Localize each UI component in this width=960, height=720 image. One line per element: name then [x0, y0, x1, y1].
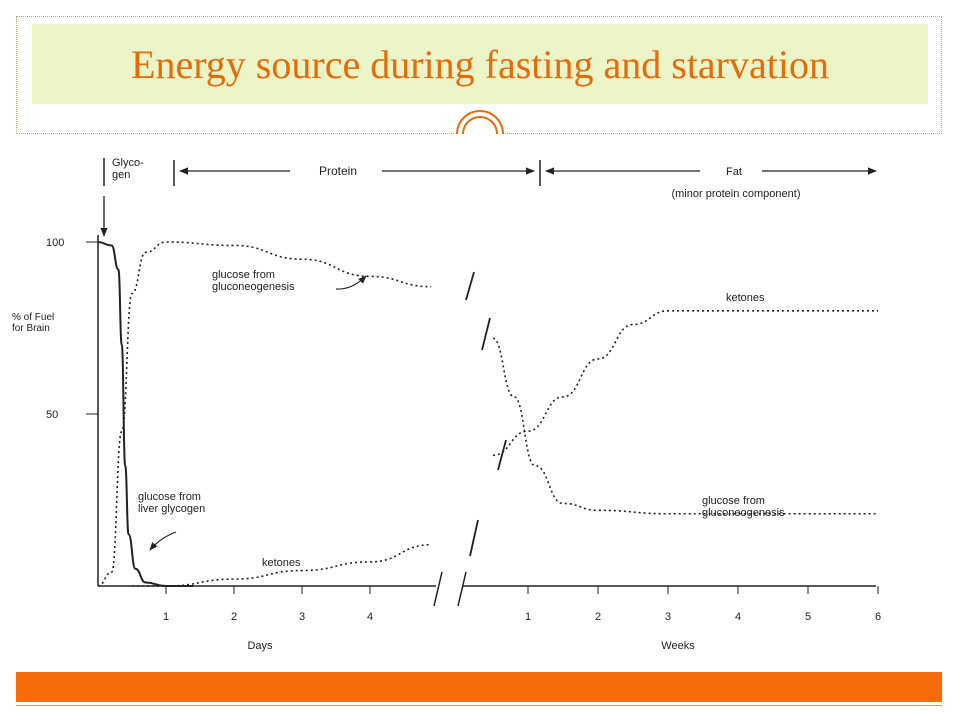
series-line-glucose-from-liver-glycogen-days	[97, 241, 194, 588]
curve-break-mark	[465, 271, 475, 301]
y-tick-label: 100	[46, 237, 64, 249]
x-tick-label-weeks: 5	[805, 611, 811, 623]
axis-break-mark	[433, 571, 443, 607]
annotation-ketones-weeks: ketones	[726, 292, 765, 304]
annotation-liver-glycogen: glucose from liver glycogen	[138, 491, 205, 515]
series-line-glucose-from-gluconeogenesis-days	[97, 241, 432, 587]
x-axis-label-weeks: Weeks	[661, 640, 695, 652]
x-tick-label-days: 3	[299, 611, 305, 623]
phase-label-fat: Fat	[726, 166, 742, 178]
x-axis-label-days: Days	[247, 640, 273, 652]
x-tick-label-weeks: 1	[525, 611, 531, 623]
title-box: Energy source during fasting and starvat…	[32, 24, 928, 104]
slide-title: Energy source during fasting and starvat…	[131, 41, 829, 87]
x-tick-label-weeks: 2	[595, 611, 601, 623]
curve-break-mark	[497, 439, 507, 471]
title-frame	[16, 16, 942, 134]
annotation-arrow	[149, 531, 177, 551]
fuel-chart: 50 100 % of Fuel for Brain 1 2 3 4 Days 1 2 3 4 5 6 Wee…	[12, 157, 881, 652]
annotation-ketones-days: ketones	[262, 557, 301, 569]
x-tick-label-weeks: 6	[875, 611, 881, 623]
footer-line	[16, 705, 942, 706]
curve-break-mark	[481, 317, 491, 351]
annotation-gluconeogenesis-weeks: glucose from gluconeogenesis	[702, 495, 785, 519]
axis-break-mark	[457, 571, 467, 607]
accent-bar	[16, 672, 942, 702]
y-tick-label: 50	[46, 409, 58, 421]
annotation-gluconeogenesis-days: glucose from gluconeogenesis	[212, 269, 295, 293]
x-tick-label-weeks: 4	[735, 611, 741, 623]
phase-sublabel-fat: (minor protein component)	[671, 188, 800, 200]
x-tick-label-days: 1	[163, 611, 169, 623]
x-tick-label-weeks: 3	[665, 611, 671, 623]
phase-label-protein: Protein	[319, 164, 357, 178]
y-axis-label: % of Fuel for Brain	[12, 312, 54, 334]
x-tick-label-days: 4	[367, 611, 373, 623]
series-line-ketones-weeks	[492, 309, 878, 457]
series-line-glucose-from-gluconeogenesis-weeks	[492, 337, 878, 515]
phase-label-glycogen: Glyco-gen	[112, 157, 144, 181]
annotation-arrow	[335, 275, 367, 290]
curve-break-mark	[469, 519, 479, 557]
x-tick-label-days: 2	[231, 611, 237, 623]
